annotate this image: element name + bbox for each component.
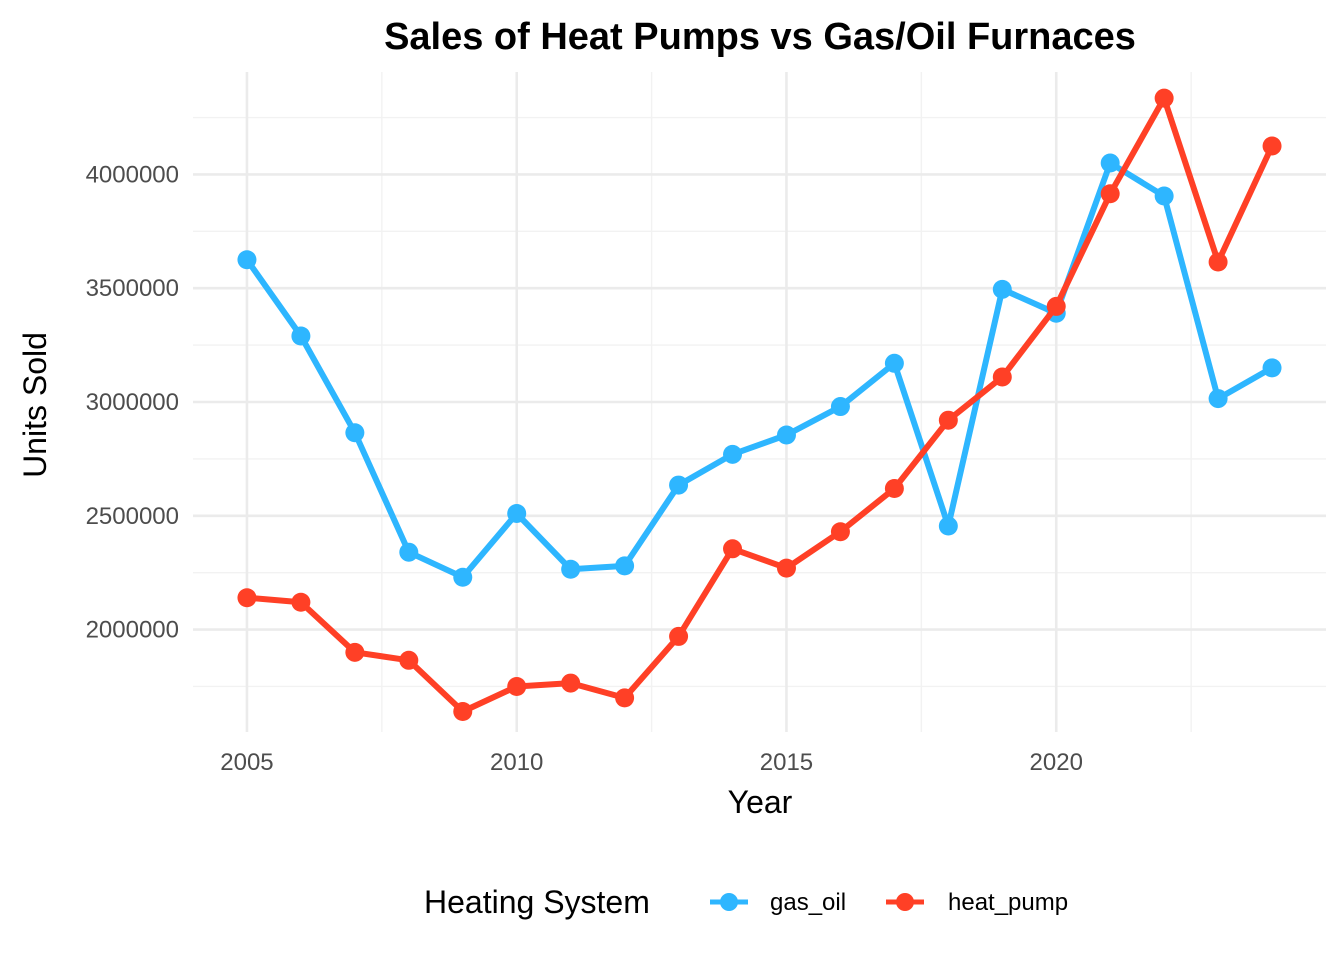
x-tick-label: 2020 (1030, 749, 1083, 776)
x-axis-tick-labels: 2005 2010 2015 2020 (220, 749, 1083, 776)
legend-marker-heat-pump (896, 893, 914, 911)
data-point-gas-oil (992, 279, 1012, 299)
data-point-gas-oil (291, 326, 311, 346)
data-point-gas-oil (938, 516, 958, 536)
x-axis-title: Year (728, 784, 793, 820)
data-point-heat-pump (1100, 184, 1120, 204)
legend-item-heat-pump: heat_pump (886, 889, 1068, 916)
legend-label-gas-oil: gas_oil (770, 889, 846, 916)
x-tick-label: 2010 (490, 749, 543, 776)
legend-title: Heating System (424, 884, 650, 920)
data-point-heat-pump (1262, 136, 1282, 156)
data-point-heat-pump (938, 410, 958, 430)
data-point-heat-pump (453, 702, 473, 722)
x-tick-label: 2005 (220, 749, 273, 776)
y-tick-label: 3000000 (86, 389, 179, 416)
legend-label-heat-pump: heat_pump (948, 889, 1068, 916)
data-point-heat-pump (561, 673, 581, 693)
data-point-heat-pump (345, 642, 365, 662)
data-point-gas-oil (399, 542, 419, 562)
data-point-heat-pump (884, 478, 904, 498)
legend-marker-gas-oil (720, 893, 738, 911)
data-point-gas-oil (1262, 358, 1282, 378)
data-point-heat-pump (830, 522, 850, 542)
y-tick-label: 4000000 (86, 161, 179, 188)
y-axis-title: Units Sold (17, 332, 53, 478)
major-gridlines (193, 72, 1326, 732)
chart-title: Sales of Heat Pumps vs Gas/Oil Furnaces (384, 16, 1136, 58)
data-point-gas-oil (507, 504, 527, 524)
data-point-heat-pump (1154, 88, 1174, 108)
data-point-gas-oil (723, 444, 743, 464)
data-point-heat-pump (615, 688, 635, 708)
series-line-heat-pump (246, 95, 1275, 715)
data-point-heat-pump (399, 650, 419, 670)
y-tick-label: 3500000 (86, 275, 179, 302)
data-point-gas-oil (453, 567, 473, 587)
data-point-gas-oil (884, 353, 904, 373)
data-point-heat-pump (669, 626, 689, 646)
y-axis-tick-labels: 2000000 2500000 3000000 3500000 4000000 (86, 161, 179, 643)
minor-gridlines (193, 72, 1326, 732)
data-point-gas-oil (830, 397, 850, 417)
legend: Heating System gas_oil heat_pump (424, 884, 1068, 920)
data-point-heat-pump (723, 539, 743, 559)
data-point-heat-pump (776, 558, 796, 578)
data-point-gas-oil (1154, 186, 1174, 206)
data-point-heat-pump (291, 592, 311, 612)
y-tick-label: 2000000 (86, 617, 179, 644)
series-heat-pump (237, 88, 1282, 722)
data-point-gas-oil (1208, 389, 1228, 409)
data-point-heat-pump (1208, 252, 1228, 272)
x-tick-label: 2015 (760, 749, 813, 776)
data-point-gas-oil (615, 556, 635, 576)
data-point-gas-oil (561, 559, 581, 579)
data-point-gas-oil (669, 475, 689, 495)
legend-item-gas-oil: gas_oil (710, 889, 846, 916)
series-layer (237, 88, 1282, 722)
series-gas-oil (237, 153, 1282, 587)
data-point-gas-oil (237, 250, 257, 270)
series-line-gas-oil (244, 160, 1274, 581)
data-point-heat-pump (237, 588, 257, 608)
y-tick-label: 2500000 (86, 503, 179, 530)
data-point-heat-pump (507, 676, 527, 696)
data-point-gas-oil (776, 425, 796, 445)
data-point-heat-pump (992, 367, 1012, 387)
data-point-heat-pump (1046, 296, 1066, 316)
data-point-gas-oil (345, 423, 365, 443)
data-point-gas-oil (1100, 153, 1120, 173)
